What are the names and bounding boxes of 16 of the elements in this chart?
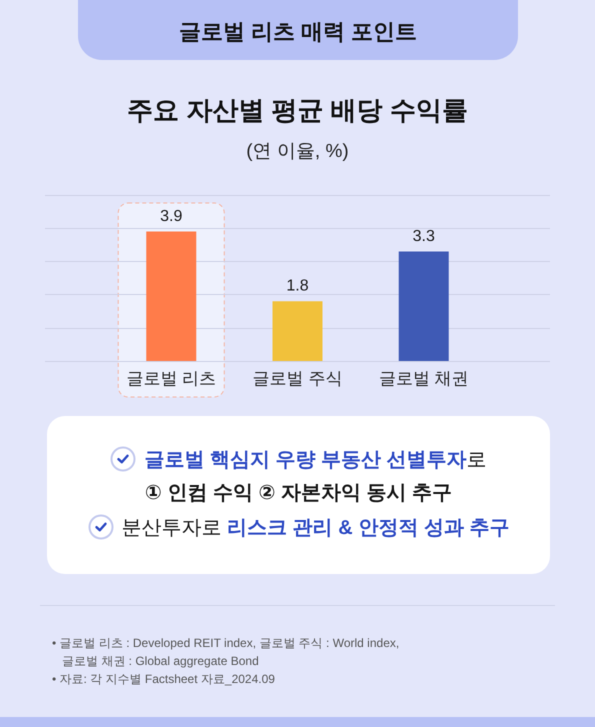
text: • 자료: 각 지수별 Factsheet 자료_2024.09 (52, 671, 276, 688)
text: ① 인컴 수익 ② 자본차익 동시 추구 (144, 482, 452, 504)
data-label: 1.8 (286, 278, 309, 295)
text: 글로벌 핵심지 우량 부동산 선별투자 (144, 449, 467, 471)
text: 리스크 관리 & 안정적 성과 추구 (227, 517, 510, 539)
data-label: 3.3 (412, 228, 435, 245)
chart-subtitle: (연 이율, %) (245, 140, 350, 164)
text: 분산투자로 (122, 517, 222, 539)
data-label: 3.9 (160, 208, 182, 226)
x-tick-label: 글로벌 주식 (252, 369, 342, 388)
text: 로 (466, 449, 487, 471)
x-tick-label: 글로벌 리츠 (126, 369, 216, 388)
text: 글로벌 리츠 매력 포인트 (178, 18, 418, 46)
text: • 글로벌 리츠 : Developed REIT index, 글로벌 주식 : World index, 글로벌 채권 : Global aggregate Bond (52, 635, 400, 670)
chart-title: 주요 자산별 평균 배당 수익률 (126, 94, 469, 127)
x-tick-label: 글로벌 채권 (378, 369, 469, 388)
